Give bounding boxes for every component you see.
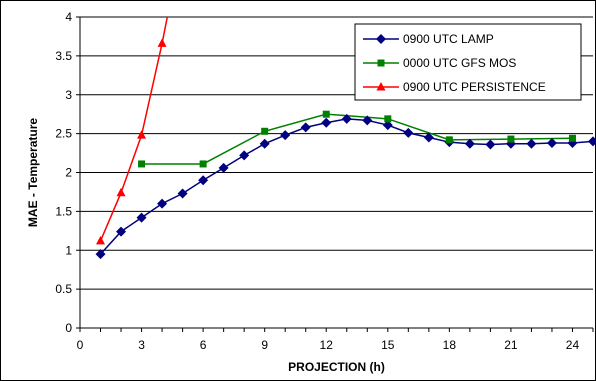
- data-point-diamond: [218, 162, 229, 173]
- data-point-diamond: [95, 249, 106, 260]
- legend-label: 0900 UTC LAMP: [403, 32, 494, 46]
- data-point-diamond: [341, 113, 352, 124]
- y-tick-label: 3.5: [55, 49, 72, 63]
- data-point-diamond: [485, 139, 496, 150]
- axes: [76, 16, 594, 332]
- y-tick-label: 2: [65, 166, 72, 180]
- x-tick-label: 12: [320, 338, 334, 352]
- data-point-diamond: [198, 175, 209, 186]
- y-tick-label: 1.5: [55, 204, 72, 218]
- data-point-diamond: [526, 138, 537, 149]
- data-point-square: [507, 135, 515, 143]
- data-point-diamond: [464, 138, 475, 149]
- x-tick-label: 21: [504, 338, 518, 352]
- x-tick-label: 24: [566, 338, 580, 352]
- data-point-triangle: [157, 38, 167, 47]
- data-point-triangle: [376, 82, 386, 91]
- data-point-triangle: [137, 130, 147, 139]
- data-point-square: [199, 160, 207, 168]
- data-point-diamond: [280, 130, 291, 141]
- y-tick-label: 0.5: [55, 282, 72, 296]
- legend-label: 0900 UTC PERSISTENCE: [403, 80, 546, 94]
- data-point-diamond: [239, 150, 250, 161]
- legend: 0900 UTC LAMP 0000 UTC GFS MOS 0900 UTC PE…: [354, 23, 582, 101]
- y-tick-label: 1: [65, 243, 72, 257]
- data-point-triangle: [116, 187, 126, 197]
- data-point-square: [138, 160, 146, 168]
- legend-label: 0000 UTC GFS MOS: [403, 56, 516, 70]
- data-point-square: [261, 127, 269, 135]
- data-point-diamond: [177, 188, 188, 199]
- data-point-diamond: [300, 122, 311, 133]
- x-axis-title: PROJECTION (h): [288, 360, 385, 374]
- data-point-square: [322, 110, 330, 118]
- data-point-diamond: [116, 226, 127, 237]
- data-point-square: [384, 115, 392, 123]
- data-point-diamond: [423, 132, 434, 143]
- data-point-diamond: [376, 34, 386, 44]
- y-tick-label: 2.5: [55, 127, 72, 141]
- data-point-diamond: [136, 212, 147, 223]
- data-point-square: [568, 134, 576, 142]
- y-tick-label: 4: [65, 10, 72, 24]
- data-point-square: [377, 59, 385, 67]
- data-point-diamond: [546, 137, 557, 148]
- x-tick-label: 15: [381, 338, 395, 352]
- x-tick-label: 3: [138, 338, 145, 352]
- data-point-diamond: [259, 138, 270, 149]
- y-tick-label: 3: [65, 88, 72, 102]
- x-tick-label: 0: [77, 338, 84, 352]
- markers-layer: [95, 38, 596, 260]
- x-tick-label: 9: [261, 338, 268, 352]
- data-point-square: [445, 136, 453, 144]
- series-line: [99, 17, 169, 242]
- data-point-diamond: [362, 115, 373, 126]
- x-tick-label: 6: [200, 338, 207, 352]
- series-line: [141, 113, 573, 165]
- data-point-diamond: [403, 127, 414, 138]
- y-axis-title: MAE - Temperature: [26, 118, 40, 227]
- data-point-diamond: [321, 117, 332, 128]
- tick-labels: 0 0.5 1 1.5 2 2.5 3 3.5 4 0 3 6 9 12 15 18 21 24: [55, 10, 579, 352]
- data-point-diamond: [157, 198, 168, 209]
- x-tick-label: 18: [443, 338, 457, 352]
- data-point-triangle: [96, 235, 106, 245]
- data-point-diamond: [588, 136, 596, 147]
- y-tick-label: 0: [65, 321, 72, 335]
- data-point-diamond: [382, 120, 393, 131]
